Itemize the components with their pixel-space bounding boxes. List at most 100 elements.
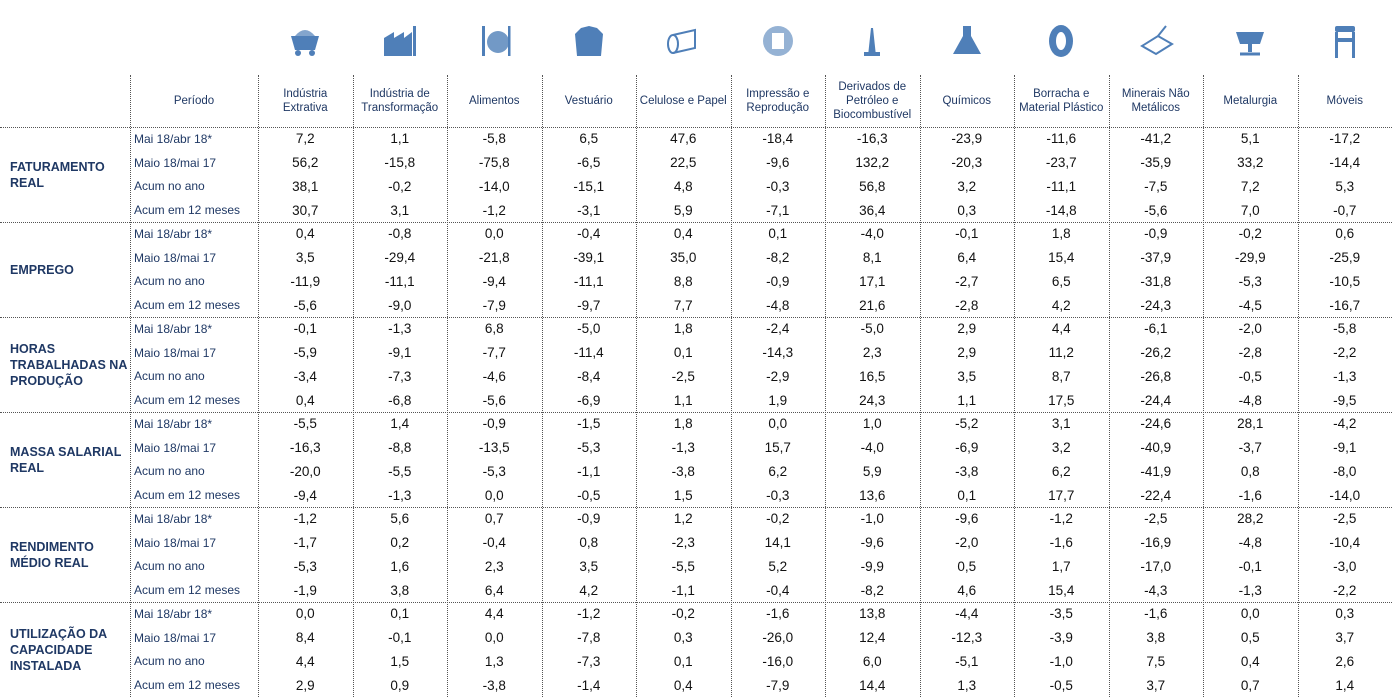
value-cell: -24,6 <box>1140 416 1172 432</box>
value-cell: 13,8 <box>859 606 886 622</box>
group-divider <box>0 412 1392 413</box>
value-cell: -0,1 <box>955 226 979 242</box>
value-cell: -3,4 <box>293 368 317 384</box>
value-cell: -3,8 <box>482 677 506 693</box>
value-cell: -26,0 <box>762 630 794 646</box>
value-cell: -5,5 <box>388 463 412 479</box>
value-cell: -39,1 <box>573 250 605 266</box>
value-cell: 8,8 <box>673 273 693 289</box>
value-cell: 56,2 <box>292 155 319 171</box>
value-cell: -0,5 <box>1238 368 1262 384</box>
period-label: Maio 18/mai 17 <box>134 345 217 360</box>
value-cell: -15,8 <box>384 155 416 171</box>
value-cell: 0,1 <box>673 653 693 669</box>
value-cell: 1,2 <box>673 511 693 527</box>
value-cell: 1,8 <box>673 416 693 432</box>
value-cell: -2,9 <box>766 368 790 384</box>
value-cell: 0,0 <box>484 226 504 242</box>
sector-icon <box>762 26 793 56</box>
value-cell: 28,2 <box>1237 511 1264 527</box>
value-cell: -1,0 <box>860 511 884 527</box>
value-cell: 5,6 <box>390 511 410 527</box>
value-cell: 3,5 <box>295 250 315 266</box>
sector-header: Minerais Não Metálicos <box>1121 88 1190 114</box>
value-cell: 0,4 <box>295 226 315 242</box>
period-label: Acum no ano <box>134 654 205 669</box>
group-label: FATURAMENTO REAL <box>10 159 105 190</box>
value-cell: -9,4 <box>293 487 317 503</box>
value-cell: -75,8 <box>478 155 510 171</box>
value-cell: 0,4 <box>1240 653 1260 669</box>
value-cell: -16,3 <box>289 440 321 456</box>
value-cell: -0,9 <box>766 273 790 289</box>
value-cell: -1,9 <box>293 582 317 598</box>
value-cell: -9,6 <box>955 511 979 527</box>
value-cell: 1,0 <box>862 416 882 432</box>
sector-icon <box>383 26 416 56</box>
value-cell: 4,8 <box>673 178 693 194</box>
value-cell: 17,1 <box>859 273 886 289</box>
value-cell: -12,3 <box>951 630 983 646</box>
sector-icon <box>864 28 881 56</box>
value-cell: 0,5 <box>1240 630 1260 646</box>
value-cell: -17,2 <box>1329 131 1361 147</box>
value-cell: 1,3 <box>484 653 504 669</box>
value-cell: -4,8 <box>1238 392 1262 408</box>
value-cell: -37,9 <box>1140 250 1172 266</box>
value-cell: 3,8 <box>1146 630 1166 646</box>
value-cell: 0,1 <box>768 226 788 242</box>
value-cell: 30,7 <box>292 202 319 218</box>
value-cell: -11,4 <box>573 345 604 361</box>
value-cell: -8,4 <box>577 368 601 384</box>
value-cell: -1,3 <box>388 487 412 503</box>
value-cell: 1,1 <box>390 131 410 147</box>
group-divider <box>0 127 1392 128</box>
period-label: Mai 18/abr 18* <box>134 416 213 431</box>
value-cell: -8,2 <box>860 582 884 598</box>
value-cell: -11,1 <box>384 273 415 289</box>
value-cell: -1,3 <box>1238 582 1262 598</box>
value-cell: 5,1 <box>1240 131 1260 147</box>
value-cell: 21,6 <box>859 297 886 313</box>
value-cell: 7,5 <box>1146 653 1166 669</box>
value-cell: 6,5 <box>579 131 599 147</box>
value-cell: -0,7 <box>1333 202 1357 218</box>
group-divider <box>0 317 1392 318</box>
value-cell: -24,3 <box>1140 297 1172 313</box>
value-cell: -7,3 <box>388 368 412 384</box>
sector-header: Indústria de Transformação <box>361 88 439 114</box>
value-cell: -6,9 <box>955 440 979 456</box>
period-label: Mai 18/abr 18* <box>134 511 213 526</box>
value-cell: 7,2 <box>1240 178 1260 194</box>
value-cell: -16,3 <box>856 131 888 147</box>
value-cell: 38,1 <box>292 178 319 194</box>
sector-header: Móveis <box>1326 95 1363 107</box>
value-cell: -41,2 <box>1140 131 1172 147</box>
value-cell: -14,4 <box>1329 155 1361 171</box>
value-cell: -4,3 <box>1144 582 1168 598</box>
value-cell: -20,0 <box>289 463 321 479</box>
value-cell: -5,5 <box>671 558 695 574</box>
value-cell: 15,4 <box>1048 582 1075 598</box>
value-cell: -0,1 <box>388 630 412 646</box>
value-cell: -1,1 <box>671 582 695 598</box>
value-cell: -5,0 <box>577 321 601 337</box>
value-cell: -14,8 <box>1045 202 1077 218</box>
value-cell: -8,8 <box>388 440 412 456</box>
value-cell: -2,7 <box>955 273 979 289</box>
value-cell: -13,5 <box>478 440 510 456</box>
value-cell: 12,4 <box>859 630 886 646</box>
value-cell: 6,8 <box>484 321 504 337</box>
value-cell: -4,0 <box>860 440 884 456</box>
value-cell: -21,8 <box>478 250 510 266</box>
sector-icon <box>1139 25 1174 56</box>
value-cell: -14,3 <box>762 345 794 361</box>
value-cell: -1,3 <box>1333 368 1357 384</box>
value-cell: 2,9 <box>295 677 315 693</box>
value-cell: 4,4 <box>484 606 504 622</box>
value-cell: -5,6 <box>482 392 506 408</box>
value-cell: -1,6 <box>1144 606 1168 622</box>
period-label: Acum no ano <box>134 274 205 289</box>
value-cell: 15,7 <box>764 440 791 456</box>
value-cell: 0,3 <box>1335 606 1355 622</box>
